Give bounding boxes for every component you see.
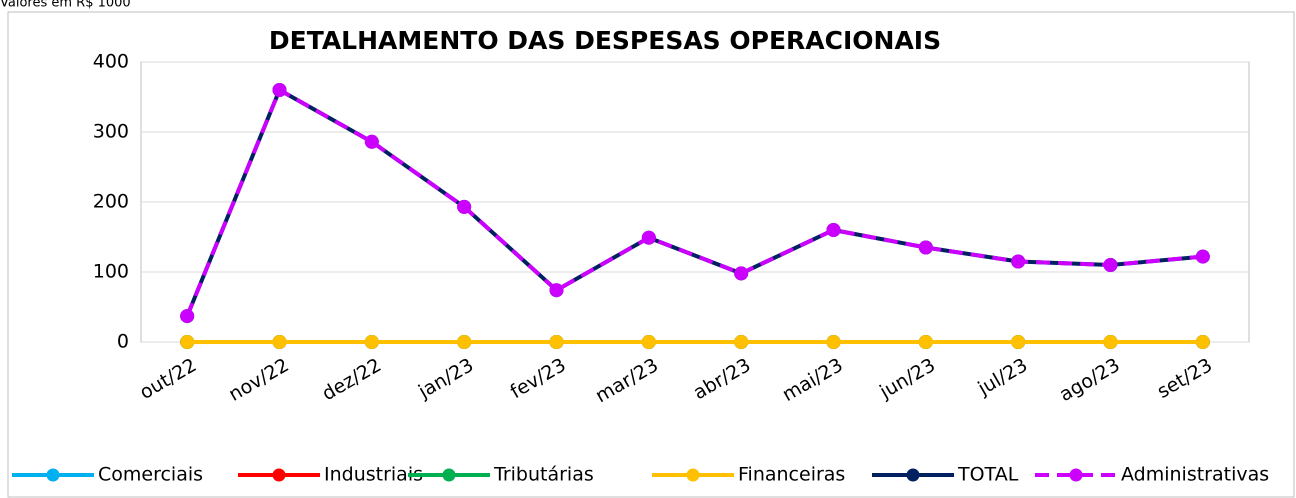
series-marker bbox=[1195, 335, 1210, 349]
legend-marker bbox=[906, 468, 920, 482]
chart-frame bbox=[7, 11, 1295, 498]
legend-label: Administrativas bbox=[1121, 464, 1269, 486]
series-line bbox=[185, 87, 1204, 317]
legend-label: Industriais bbox=[324, 464, 423, 486]
series-marker bbox=[1011, 335, 1026, 349]
series-marker bbox=[549, 335, 564, 349]
series-marker bbox=[826, 223, 841, 237]
series-marker bbox=[1103, 258, 1118, 272]
series-marker bbox=[641, 335, 656, 349]
series-marker bbox=[272, 335, 287, 349]
series-marker bbox=[364, 335, 379, 349]
legend-marker bbox=[442, 468, 456, 482]
series-marker bbox=[1195, 249, 1210, 264]
legend-marker bbox=[686, 468, 700, 482]
series-marker bbox=[364, 134, 379, 149]
legend-marker bbox=[272, 468, 286, 482]
unit-note: Valores em R$ 1000 bbox=[0, 0, 131, 11]
legend-label: Comerciais bbox=[98, 464, 203, 486]
series-marker bbox=[180, 335, 195, 349]
series-marker bbox=[641, 230, 656, 245]
y-tick-label: 200 bbox=[93, 191, 129, 213]
legend-marker bbox=[1069, 468, 1083, 482]
series-marker bbox=[1103, 335, 1118, 349]
y-tick-label: 0 bbox=[117, 331, 129, 353]
series-marker bbox=[1011, 254, 1026, 269]
legend-label: Financeiras bbox=[738, 464, 845, 486]
series-marker bbox=[826, 335, 841, 349]
y-tick-label: 300 bbox=[93, 121, 129, 143]
series-marker bbox=[734, 335, 749, 349]
legend-marker bbox=[46, 468, 60, 482]
series-marker bbox=[734, 266, 749, 281]
chart-title: DETALHAMENTO DAS DESPESAS OPERACIONAIS bbox=[269, 26, 941, 55]
y-tick-label: 400 bbox=[93, 51, 129, 73]
series-marker bbox=[918, 335, 933, 349]
y-tick-label: 100 bbox=[93, 261, 129, 283]
legend-label: Tributárias bbox=[493, 464, 594, 486]
series-marker bbox=[180, 309, 195, 324]
series-marker bbox=[457, 199, 472, 214]
series-marker bbox=[457, 335, 472, 349]
series-marker bbox=[918, 240, 933, 255]
series-marker bbox=[272, 83, 287, 97]
legend-label: TOTAL bbox=[957, 464, 1019, 486]
series-marker bbox=[549, 283, 564, 298]
